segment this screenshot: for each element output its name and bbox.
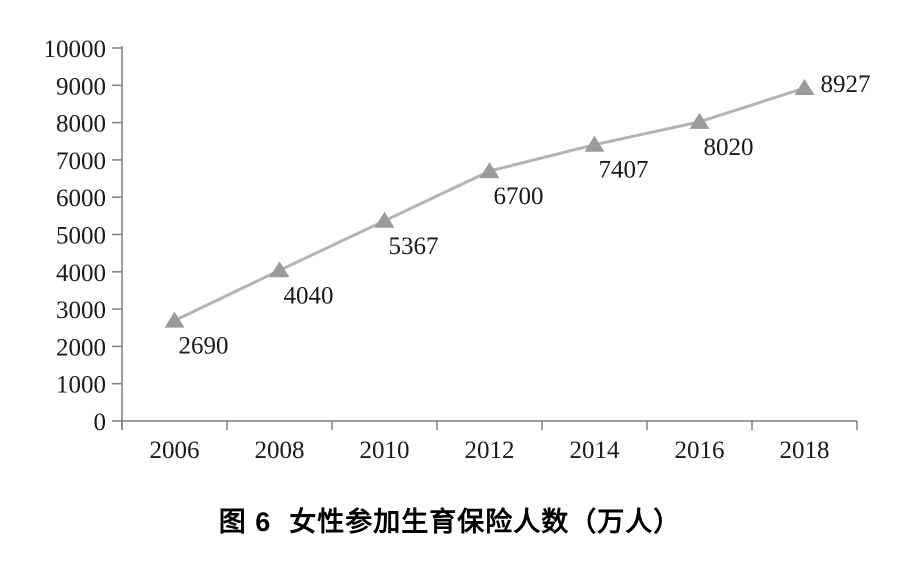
y-tick-label: 0 xyxy=(94,409,107,436)
x-tick-label: 2006 xyxy=(150,437,200,464)
data-point-marker xyxy=(269,261,290,278)
y-tick-label: 1000 xyxy=(56,372,106,399)
y-tick-label: 8000 xyxy=(56,111,106,138)
x-tick-label: 2014 xyxy=(570,437,621,464)
x-tick-label: 2010 xyxy=(360,437,410,464)
x-tick-label: 2008 xyxy=(255,437,305,464)
data-point-label: 8927 xyxy=(821,71,871,98)
data-point-label: 5367 xyxy=(389,233,439,260)
data-point-marker xyxy=(479,162,500,179)
y-tick-label: 4000 xyxy=(56,260,106,287)
data-point-marker xyxy=(584,135,605,152)
figure-title: 女性参加生育保险人数（万人） xyxy=(289,506,682,537)
data-point-marker xyxy=(689,112,710,129)
y-tick-label: 3000 xyxy=(56,297,106,324)
y-tick-label: 6000 xyxy=(56,185,106,212)
data-point-marker xyxy=(374,211,395,228)
data-point-label: 7407 xyxy=(599,157,649,184)
y-tick-label: 9000 xyxy=(56,73,106,100)
data-point-label: 6700 xyxy=(494,183,544,210)
x-tick-label: 2012 xyxy=(465,437,515,464)
y-tick-label: 5000 xyxy=(56,223,106,250)
data-point-marker xyxy=(164,311,185,328)
chart-caption: 图 6 女性参加生育保险人数（万人） xyxy=(0,496,900,542)
y-tick-label: 10000 xyxy=(44,36,107,63)
y-tick-label: 7000 xyxy=(56,148,106,175)
data-point-marker xyxy=(794,79,815,96)
figure-label: 图 6 xyxy=(218,506,272,537)
line-chart: 0 1000 2000 3000 4000 5000 6000 7000 8000 9000 100… xyxy=(44,36,871,464)
data-point-label: 2690 xyxy=(179,333,229,360)
data-line xyxy=(173,86,805,323)
x-tick-label: 2018 xyxy=(780,437,830,464)
data-point-label: 4040 xyxy=(284,282,334,309)
x-tick-label: 2016 xyxy=(675,437,725,464)
data-point-label: 8020 xyxy=(704,134,754,161)
y-tick-label: 2000 xyxy=(56,334,106,361)
